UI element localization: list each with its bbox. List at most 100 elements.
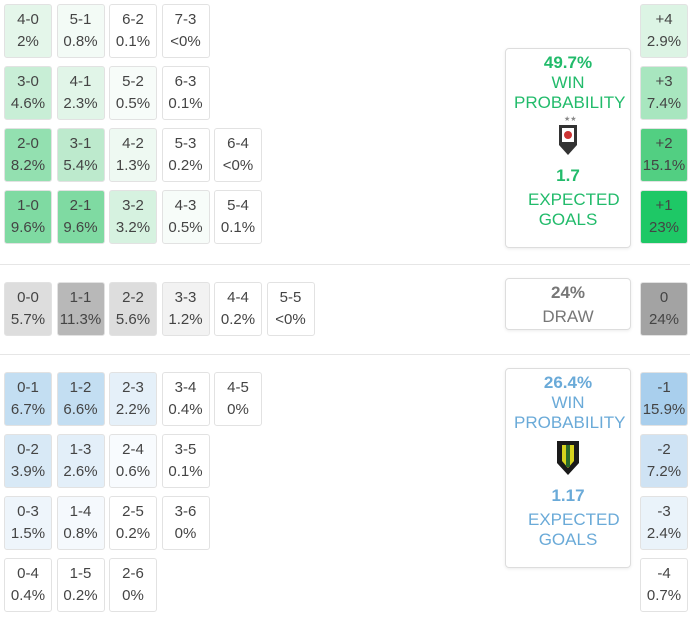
cell-pct: 4.6% — [10, 95, 46, 112]
cell-label: 5-5 — [279, 289, 302, 306]
cell-label: 2-3 — [122, 379, 144, 396]
score-cell: 3-3 1.2% — [161, 282, 210, 336]
cell-label: 4-1 — [69, 73, 92, 90]
cell-label: 6-4 — [227, 135, 249, 152]
cell-pct: 0.1% — [220, 219, 256, 236]
score-cell: 4-1 2.3% — [56, 66, 105, 120]
cell-pct: 11.3% — [59, 311, 102, 328]
cell-label: 3-5 — [174, 441, 197, 458]
cell-label: -4 — [657, 565, 671, 582]
score-cell: 3-5 0.1% — [161, 434, 210, 488]
cell-pct: 1.2% — [168, 311, 203, 328]
cell-label: 3-3 — [174, 289, 197, 306]
cell-label: 3-1 — [69, 135, 92, 152]
score-cell: 1-0 9.6% — [4, 190, 52, 244]
score-cell: +3 7.4% — [640, 66, 688, 120]
cell-pct: 9.6% — [10, 219, 46, 236]
cell-pct: 5.4% — [63, 157, 98, 174]
score-cell: 5-5 <0% — [266, 282, 315, 336]
score-cell: 4-0 2% — [4, 4, 52, 58]
score-cell: 7-3 <0% — [161, 4, 210, 58]
score-cell: 2-5 0.2% — [109, 496, 157, 550]
cell-pct: 0.6% — [115, 463, 151, 480]
cell-pct: 7.4% — [646, 95, 682, 112]
score-cell: 1-3 2.6% — [56, 434, 105, 488]
score-cell: 5-4 0.1% — [214, 190, 262, 244]
cell-label: 2-2 — [122, 289, 144, 306]
score-cell: 2-1 9.6% — [56, 190, 105, 244]
cell-pct: 0.4% — [10, 587, 46, 604]
svg-text:★★: ★★ — [564, 115, 577, 123]
cell-label: 5-2 — [122, 73, 144, 90]
cell-label: 2-4 — [122, 441, 144, 458]
win-label: WIN PROBABILITY — [514, 393, 626, 432]
score-cell: 3-4 0.4% — [161, 372, 210, 426]
cell-label: 0-1 — [17, 379, 39, 396]
cell-pct: 3.2% — [115, 219, 151, 236]
cell-label: 0-3 — [17, 503, 39, 520]
cell-label: 4-5 — [227, 379, 249, 396]
cell-label: 0-4 — [17, 565, 39, 582]
cell-pct: <0% — [222, 157, 254, 174]
cell-pct: 0.5% — [168, 219, 203, 236]
cell-label: +4 — [655, 11, 673, 28]
cell-label: 4-0 — [17, 11, 39, 28]
cell-label: 3-4 — [174, 379, 197, 396]
cell-pct: 0.4% — [168, 401, 203, 418]
score-cell: 1-5 0.2% — [56, 558, 105, 612]
cell-pct: 0.1% — [168, 95, 203, 112]
cell-label: 1-4 — [69, 503, 92, 520]
draw-pct: 24% — [550, 283, 586, 302]
cell-label: 5-1 — [69, 11, 92, 28]
cell-label: 1-1 — [69, 289, 92, 306]
cell-pct: 24% — [648, 311, 680, 328]
score-cell: 1-4 0.8% — [56, 496, 105, 550]
cell-pct: 0.8% — [63, 525, 98, 542]
score-cell: 1-2 6.6% — [56, 372, 105, 426]
cell-label: 5-3 — [174, 135, 197, 152]
cell-label: 3-6 — [174, 503, 197, 520]
xg: 1.7 — [556, 166, 580, 185]
cell-label: -3 — [657, 503, 671, 520]
cell-pct: 2% — [17, 33, 39, 50]
cell-pct: 2.2% — [115, 401, 151, 418]
cell-pct: 0.2% — [63, 587, 98, 604]
draw-summary: 24% DRAW — [505, 278, 631, 330]
cell-label: +2 — [655, 135, 673, 152]
score-cell: 4-4 0.2% — [214, 282, 262, 336]
score-cell: 2-4 0.6% — [109, 434, 157, 488]
cell-label: 5-4 — [227, 197, 249, 214]
score-cell: 0-0 5.7% — [4, 282, 52, 336]
win-label: WIN PROBABILITY — [514, 73, 626, 112]
score-cell: 0-1 6.7% — [4, 372, 52, 426]
cell-pct: 7.2% — [646, 463, 682, 480]
cell-pct: 0.7% — [646, 587, 682, 604]
cell-pct: 5.6% — [115, 311, 151, 328]
score-cell: +2 15.1% — [640, 128, 688, 182]
cell-label: -2 — [657, 441, 671, 458]
score-cell: -1 15.9% — [640, 372, 688, 426]
cell-label: 2-6 — [122, 565, 144, 582]
score-cell: -3 2.4% — [640, 496, 688, 550]
cell-pct: 9.6% — [63, 219, 98, 236]
cell-pct: 0.1% — [115, 33, 151, 50]
cell-label: 2-0 — [17, 135, 39, 152]
cell-pct: 2.3% — [63, 95, 98, 112]
cell-label: 7-3 — [174, 11, 197, 28]
cell-label: +3 — [655, 73, 673, 90]
cell-pct: 2.6% — [63, 463, 98, 480]
score-cell: 2-2 5.6% — [109, 282, 157, 336]
cell-pct: 1.3% — [115, 157, 151, 174]
cell-pct: 2.4% — [646, 525, 682, 542]
cell-label: +1 — [655, 197, 673, 214]
score-cell: 0-4 0.4% — [4, 558, 52, 612]
cell-pct: 0.2% — [115, 525, 151, 542]
cell-label: 0 — [659, 289, 669, 306]
cell-pct: 6.6% — [63, 401, 98, 418]
score-cell: -2 7.2% — [640, 434, 688, 488]
score-cell: 5-1 0.8% — [56, 4, 105, 58]
score-cell: 4-3 0.5% — [161, 190, 210, 244]
cell-pct: 0.1% — [168, 463, 203, 480]
cell-pct: 0% — [227, 401, 249, 418]
